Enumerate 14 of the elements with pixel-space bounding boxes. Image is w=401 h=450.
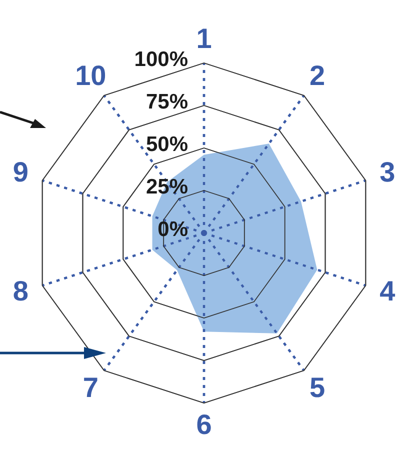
- spoke-label: 10: [75, 60, 106, 92]
- y-tick-label: 25%: [146, 176, 188, 198]
- y-tick-label: 100%: [134, 48, 188, 71]
- spoke-label: 8: [12, 276, 28, 307]
- spoke-label: 2: [310, 60, 326, 92]
- y-tick-label: 50%: [146, 133, 188, 156]
- spoke-label: 4: [380, 276, 396, 307]
- spoke-label: 5: [310, 372, 326, 403]
- spoke-label: 7: [82, 372, 98, 403]
- spoke-label: 9: [12, 156, 28, 188]
- spoke-label: 6: [196, 408, 212, 440]
- spoke-label: 1: [196, 23, 212, 54]
- spoke-label: 3: [380, 156, 396, 188]
- y-tick-label: 75%: [146, 90, 188, 114]
